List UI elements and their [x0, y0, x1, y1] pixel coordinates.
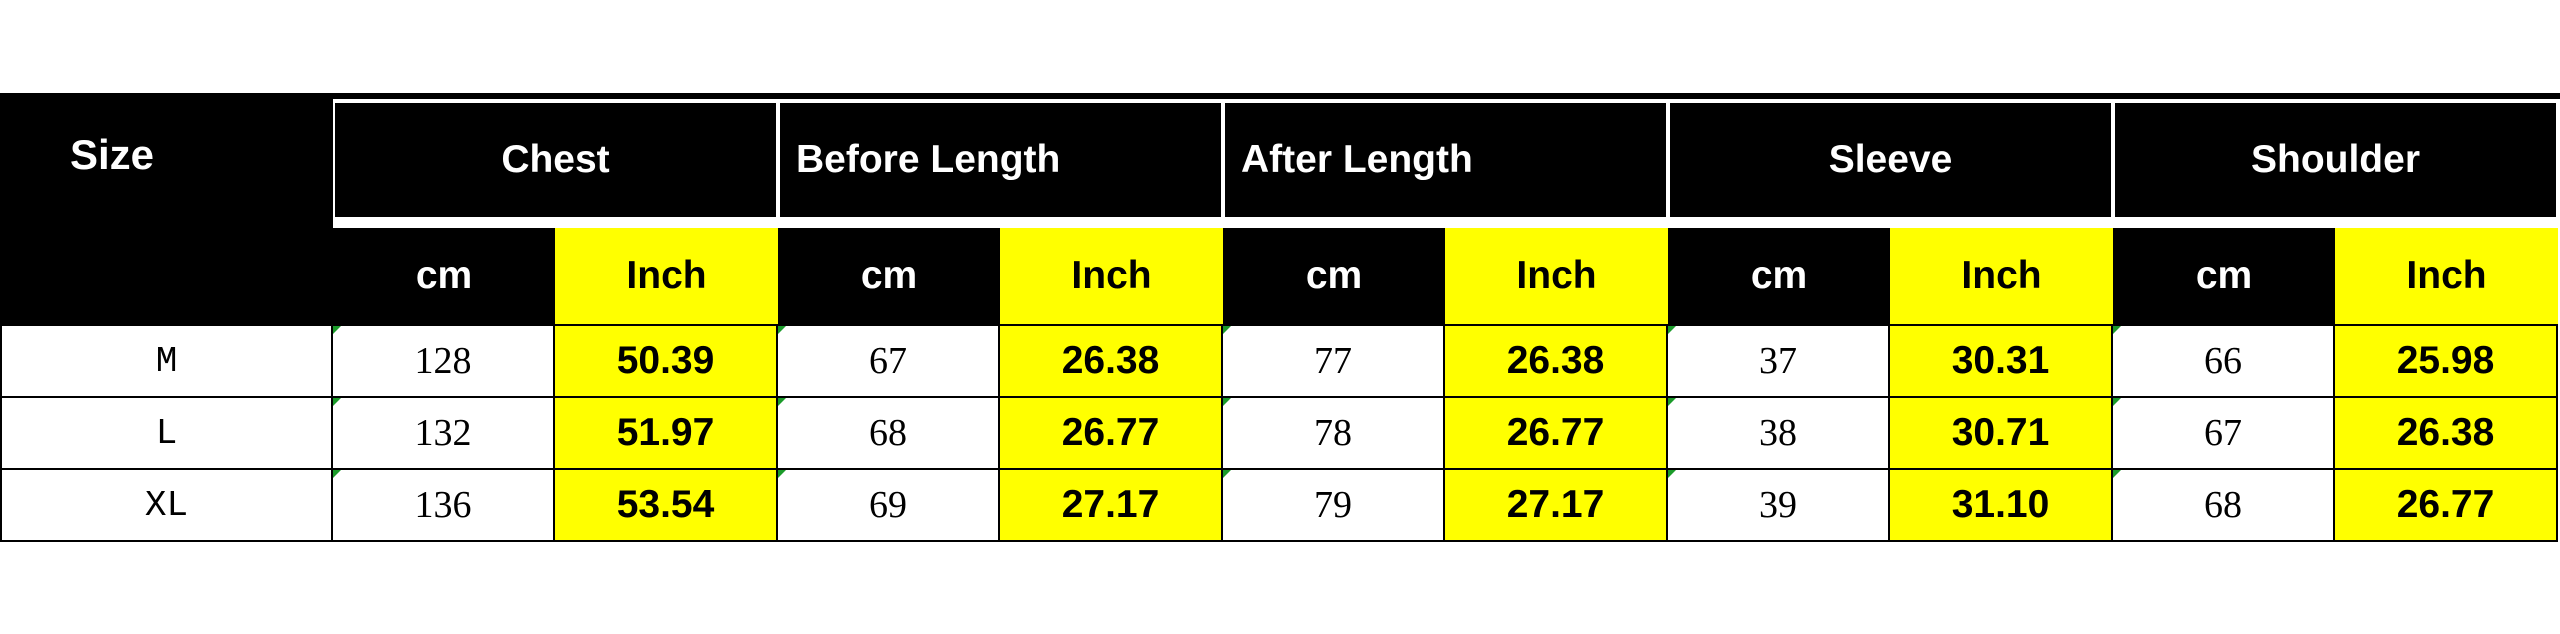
size-cell: M — [0, 324, 333, 398]
unit-header-inch: Inch — [1890, 228, 2113, 324]
inch-value-cell: 31.10 — [1888, 468, 2113, 542]
cm-value-cell: 69 — [776, 468, 1000, 542]
cm-value-cell: 136 — [331, 468, 555, 542]
inch-value-cell: 25.98 — [2333, 324, 2558, 398]
corner-marker-icon — [1223, 398, 1231, 406]
unit-header-inch: Inch — [1445, 228, 1668, 324]
unit-header-inch: Inch — [1000, 228, 1223, 324]
cm-value-cell: 68 — [2111, 468, 2335, 542]
inch-value-cell: 26.77 — [2333, 468, 2558, 542]
inch-value-cell: 27.17 — [1443, 468, 1668, 542]
unit-header-inch: Inch — [2335, 228, 2558, 324]
column-group-label: Shoulder — [2250, 138, 2420, 181]
size-header-label: Size — [70, 131, 155, 178]
column-group-shoulder: Shoulder — [2115, 103, 2556, 217]
column-group-before-length: Before Length — [780, 103, 1221, 217]
corner-marker-icon — [1668, 470, 1676, 478]
column-group-sleeve: Sleeve — [1670, 103, 2111, 217]
corner-marker-icon — [2113, 470, 2121, 478]
corner-marker-icon — [2113, 398, 2121, 406]
inch-value-cell: 26.77 — [1443, 396, 1668, 470]
inch-value-cell: 26.77 — [998, 396, 1223, 470]
size-cell: L — [0, 396, 333, 470]
cm-value-cell: 66 — [2111, 324, 2335, 398]
unit-header-cm: cm — [333, 228, 555, 324]
corner-marker-icon — [333, 326, 341, 334]
unit-header-cm: cm — [2113, 228, 2335, 324]
unit-header-cm: cm — [778, 228, 1000, 324]
cm-value-cell: 67 — [2111, 396, 2335, 470]
cm-value-cell: 38 — [1666, 396, 1890, 470]
unit-header-cm: cm — [1223, 228, 1445, 324]
cm-value-cell: 68 — [776, 396, 1000, 470]
column-group-label: Sleeve — [1828, 138, 1953, 181]
corner-marker-icon — [333, 470, 341, 478]
corner-marker-icon — [778, 398, 786, 406]
inch-value-cell: 53.54 — [553, 468, 778, 542]
cm-value-cell: 79 — [1221, 468, 1445, 542]
corner-marker-icon — [1223, 470, 1231, 478]
cm-value-cell: 39 — [1666, 468, 1890, 542]
size-column-header: Size — [0, 93, 333, 324]
corner-marker-icon — [778, 470, 786, 478]
corner-marker-icon — [1223, 326, 1231, 334]
column-group-label: Chest — [501, 138, 610, 181]
unit-header-inch: Inch — [555, 228, 778, 324]
corner-marker-icon — [778, 326, 786, 334]
inch-value-cell: 26.38 — [2333, 396, 2558, 470]
inch-value-cell: 26.38 — [1443, 324, 1668, 398]
inch-value-cell: 30.71 — [1888, 396, 2113, 470]
size-chart: Size Chest cm Inch Before Length cm Inch After… — [0, 93, 2560, 542]
corner-marker-icon — [333, 398, 341, 406]
cm-value-cell: 128 — [331, 324, 555, 398]
corner-marker-icon — [1668, 326, 1676, 334]
cm-value-cell: 77 — [1221, 324, 1445, 398]
inch-value-cell: 30.31 — [1888, 324, 2113, 398]
cm-value-cell: 67 — [776, 324, 1000, 398]
column-group-label: Before Length — [796, 138, 1061, 181]
inch-value-cell: 50.39 — [553, 324, 778, 398]
corner-marker-icon — [2113, 326, 2121, 334]
cm-value-cell: 37 — [1666, 324, 1890, 398]
corner-marker-icon — [1668, 398, 1676, 406]
inch-value-cell: 51.97 — [553, 396, 778, 470]
inch-value-cell: 27.17 — [998, 468, 1223, 542]
unit-header-cm: cm — [1668, 228, 1890, 324]
cm-value-cell: 78 — [1221, 396, 1445, 470]
cm-value-cell: 132 — [331, 396, 555, 470]
inch-value-cell: 26.38 — [998, 324, 1223, 398]
size-cell: XL — [0, 468, 333, 542]
column-group-chest: Chest — [335, 103, 776, 217]
column-group-after-length: After Length — [1225, 103, 1666, 217]
header-top-rule — [333, 93, 2560, 99]
column-group-label: After Length — [1241, 138, 1473, 181]
